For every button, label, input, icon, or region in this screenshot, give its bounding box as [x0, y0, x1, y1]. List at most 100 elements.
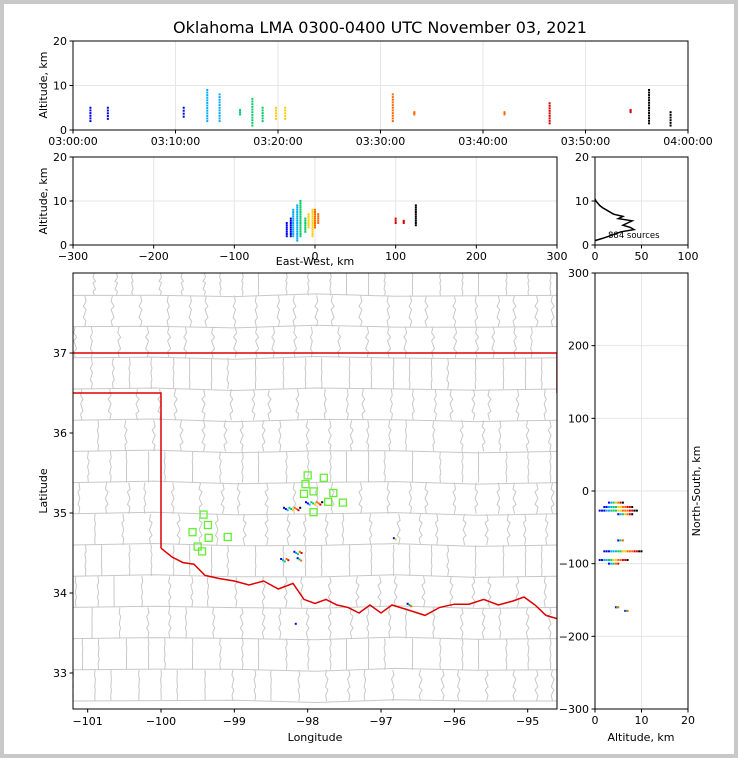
- ew-altitude-source: [296, 208, 299, 211]
- ns-altitude-source: [625, 609, 628, 612]
- ew-altitude-source: [296, 237, 299, 240]
- time-altitude-source: [218, 117, 221, 120]
- county-line: [496, 482, 501, 514]
- histogram-x-axis-tick-label: 50: [635, 250, 649, 263]
- ns-altitude-source: [612, 562, 615, 565]
- county-line: [138, 669, 140, 702]
- time-altitude-source: [89, 114, 92, 117]
- time-axis-tick-label: 03:10:00: [151, 135, 200, 148]
- ew-altitude-source: [304, 219, 307, 222]
- county-line: [430, 544, 433, 577]
- ns-altitude-source: [624, 505, 627, 508]
- time-altitude-source: [648, 104, 651, 107]
- county-line: [286, 513, 291, 546]
- county-line: [439, 451, 442, 483]
- plan-view-frame: [72, 272, 558, 710]
- time-altitude-source: [206, 114, 209, 117]
- longitude-tick-label: −101: [73, 715, 103, 728]
- county-line: [363, 669, 367, 702]
- county-line: [239, 420, 244, 452]
- ns-altitude-source: [624, 509, 627, 512]
- plan-view-source: [410, 605, 413, 608]
- county-line: [471, 388, 476, 421]
- county-line: [125, 451, 128, 483]
- time-axis-tick-label: 03:30:00: [356, 135, 405, 148]
- ew-altitude-source: [414, 215, 417, 218]
- ew-altitude-source: [311, 228, 314, 231]
- ew-axis-tick-label: 0: [312, 250, 319, 263]
- county-line: [140, 576, 144, 608]
- longitude-tick-label: −99: [223, 715, 246, 728]
- ns-altitude-source: [621, 539, 624, 542]
- county-line: [271, 326, 276, 358]
- altitude-axis-tick-label: 20: [53, 35, 67, 48]
- county-line: [173, 388, 178, 421]
- county-line: [73, 511, 557, 516]
- plan-view-source: [406, 602, 409, 605]
- ew-altitude-source: [299, 222, 302, 224]
- time-altitude-source: [251, 113, 254, 116]
- ns-altitude-source: [631, 550, 634, 553]
- ew-altitude-source: [311, 217, 314, 220]
- county-line: [506, 513, 511, 546]
- ew-altitude-panel: −300 −200 −100 0 100 200 300 0 10 20 East-West, k…: [37, 151, 568, 268]
- county-line: [430, 357, 433, 390]
- time-altitude-source: [206, 117, 209, 120]
- county-line: [168, 576, 172, 608]
- county-line: [349, 420, 354, 452]
- ns-altitude-source: [619, 509, 622, 512]
- ew-altitude-source: [307, 219, 310, 222]
- county-line: [452, 482, 457, 514]
- plan-view-source: [408, 604, 411, 606]
- county-line: [505, 638, 508, 670]
- ew-altitude-source: [296, 230, 299, 233]
- county-line: [449, 576, 454, 608]
- ew-altitude-source: [299, 202, 302, 205]
- county-line: [547, 420, 552, 452]
- ew-axis-tick-label: 100: [385, 250, 406, 263]
- county-line: [267, 388, 272, 421]
- ew-altitude-source: [299, 211, 302, 213]
- county-line: [484, 513, 489, 546]
- ew-altitude-source: [314, 217, 316, 220]
- time-altitude-source: [648, 96, 651, 99]
- plan-view-source: [280, 558, 283, 560]
- ns-altitude-source: [612, 501, 615, 504]
- ns-altitude-source: [603, 550, 606, 553]
- time-altitude-source: [182, 112, 185, 115]
- ew-axis-tick-label: 300: [547, 250, 568, 263]
- county-line: [93, 513, 96, 546]
- county-line: [498, 607, 502, 639]
- lma-figure: Oklahoma LMA 0300-0400 UTC November 03, …: [37, 18, 713, 744]
- county-line: [411, 388, 415, 421]
- ew-altitude-source: [304, 226, 307, 229]
- plan-view-source: [310, 501, 313, 504]
- county-line: [241, 273, 244, 296]
- county-line: [431, 326, 436, 358]
- ew-altitude-source: [299, 219, 302, 222]
- county-line: [241, 638, 244, 670]
- county-line: [543, 576, 547, 608]
- time-altitude-source: [261, 120, 264, 123]
- time-altitude-source: [274, 109, 277, 112]
- time-altitude-source: [548, 112, 551, 115]
- ew-altitude-source: [304, 228, 307, 231]
- plan-view-source: [392, 537, 395, 540]
- ew-altitude-source: [292, 224, 295, 227]
- county-line: [163, 451, 166, 483]
- plan-view-source: [284, 508, 287, 510]
- plan-view-source: [314, 503, 316, 506]
- ew-altitude-source: [304, 230, 307, 233]
- county-line: [386, 482, 391, 514]
- time-altitude-source: [548, 104, 551, 107]
- ew-altitude-source: [292, 217, 295, 220]
- county-line: [81, 638, 84, 670]
- county-line: [210, 357, 213, 390]
- plan-view-source: [285, 558, 288, 560]
- ns-altitude-source: [628, 513, 631, 516]
- county-line: [73, 324, 557, 329]
- ew-altitude-axis-tick-label: 0: [60, 239, 67, 252]
- ew-altitude-source: [307, 213, 310, 216]
- ns-altitude-source: [621, 501, 624, 504]
- county-line: [80, 388, 84, 421]
